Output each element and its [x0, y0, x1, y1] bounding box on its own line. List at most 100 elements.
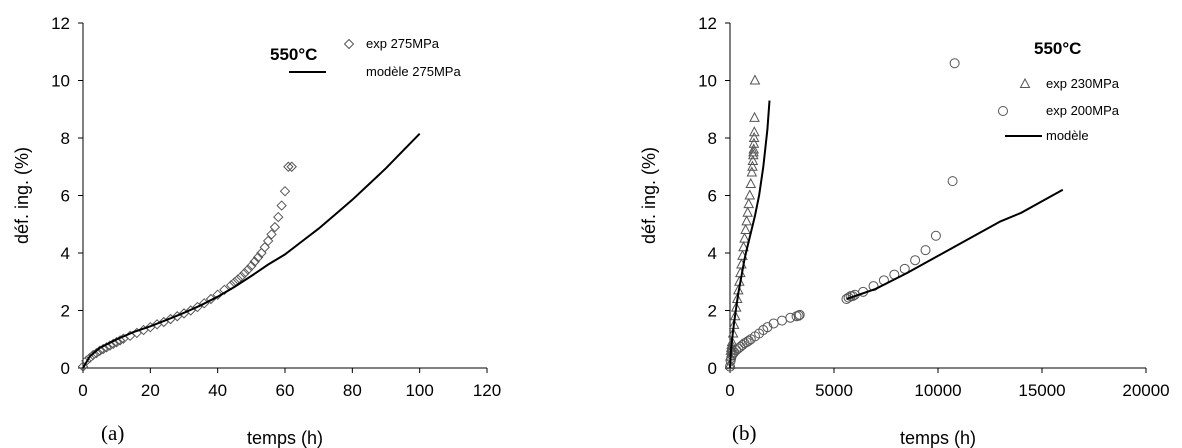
data-point	[930, 230, 941, 241]
y-tick-label: 10	[698, 72, 717, 91]
y-tick-label: 6	[708, 187, 717, 206]
data-point	[910, 255, 921, 266]
data-point	[739, 232, 750, 243]
panel-b-chart: 0 5000 10000 15000 20000 0 2 4 6 8 10 12 temps (h) dé…	[639, 14, 1170, 448]
data-point	[239, 267, 250, 279]
x-tick-label: 20	[141, 381, 160, 400]
data-point	[91, 347, 102, 359]
data-point	[743, 198, 755, 209]
y-tick-label: 12	[51, 14, 70, 33]
y-tick-label: 0	[708, 359, 717, 378]
data-point	[747, 160, 758, 171]
data-point	[283, 161, 294, 172]
x-tick-label: 120	[473, 381, 501, 400]
data-point	[785, 312, 796, 323]
x-tick-label: 100	[405, 381, 433, 400]
data-point	[246, 260, 257, 272]
data-point	[273, 211, 284, 223]
data-point	[749, 74, 761, 85]
x-tick-label: 5000	[815, 381, 853, 400]
data-point	[249, 256, 260, 267]
data-point	[219, 284, 230, 296]
x-axis-title: temps (h)	[900, 428, 976, 448]
data-point	[81, 355, 92, 367]
data-point	[949, 58, 960, 69]
panel-label: (b)	[732, 421, 757, 445]
data-point	[279, 185, 291, 197]
x-tick-label: 80	[343, 381, 362, 400]
y-tick-label: 6	[61, 187, 70, 206]
data-point	[748, 131, 760, 142]
temperature-annotation: 550°C	[1034, 39, 1081, 58]
series-line	[846, 188, 1064, 300]
data-point	[794, 309, 805, 320]
x-tick-label: 40	[208, 381, 227, 400]
data-point	[262, 235, 274, 247]
data-point	[738, 241, 749, 252]
x-tick-label: 15000	[1018, 381, 1065, 400]
data-point	[269, 221, 281, 233]
y-tick-label: 4	[708, 244, 717, 263]
data-point	[259, 242, 271, 253]
x-axis-title: temps (h)	[247, 428, 323, 448]
data-point	[745, 177, 757, 188]
data-point	[87, 349, 99, 361]
x-tick-label: 20000	[1122, 381, 1169, 400]
data-point	[747, 149, 759, 160]
series-group	[729, 100, 1064, 369]
data-point	[286, 161, 297, 172]
data-point	[728, 348, 739, 359]
y-tick-label: 8	[61, 129, 70, 148]
y-tick-label: 2	[61, 302, 70, 321]
legend-label: modèle	[1046, 128, 1089, 143]
data-point	[777, 315, 787, 326]
data-point	[947, 176, 958, 187]
panel-label: (a)	[101, 421, 124, 445]
data-point	[744, 189, 756, 200]
series-line	[82, 132, 421, 369]
temperature-annotation: 550°C	[270, 45, 317, 64]
legend-label: modèle 275MPa	[366, 64, 461, 79]
series-group	[82, 132, 421, 369]
data-point	[266, 229, 277, 240]
data-point	[748, 146, 759, 157]
y-tick-label: 2	[708, 302, 717, 321]
data-point	[236, 271, 247, 282]
data-point	[742, 206, 754, 217]
data-point	[748, 137, 760, 148]
y-tick-label: 4	[61, 244, 70, 263]
data-point	[749, 126, 760, 137]
legend-label: exp 200MPa	[1046, 103, 1120, 118]
data-point	[747, 154, 759, 165]
y-tick-label: 10	[51, 72, 70, 91]
data-point	[746, 166, 758, 177]
x-tick-label: 60	[276, 381, 295, 400]
x-tick-label: 10000	[914, 381, 961, 400]
data-point	[748, 143, 760, 154]
panel-a-chart: 0 20 40 60 80 100 120 0 2 4 6 8 10 12 temps (h) déf. in…	[12, 14, 501, 448]
y-tick-label: 0	[61, 359, 70, 378]
data-point	[212, 289, 223, 300]
x-tick-label: 0	[78, 381, 87, 400]
y-axis-title: déf. ing. (%)	[12, 147, 32, 244]
y-tick-label: 12	[698, 14, 717, 33]
data-point	[276, 200, 287, 211]
data-point	[793, 310, 804, 321]
data-point	[762, 322, 773, 333]
series-line	[729, 100, 771, 369]
y-axis-title: déf. ing. (%)	[639, 147, 659, 244]
series-group	[725, 58, 960, 372]
data-point	[242, 264, 254, 275]
legend-label: exp 275MPa	[366, 36, 440, 51]
data-point	[84, 352, 95, 364]
data-point	[920, 245, 931, 256]
legend-symbol	[998, 106, 1008, 116]
data-point	[740, 223, 751, 234]
data-point	[252, 252, 264, 263]
legend-symbol	[343, 38, 355, 50]
legend-label: exp 230MPa	[1046, 76, 1120, 91]
data-point	[749, 111, 760, 122]
y-tick-label: 8	[708, 129, 717, 148]
x-tick-label: 0	[725, 381, 734, 400]
